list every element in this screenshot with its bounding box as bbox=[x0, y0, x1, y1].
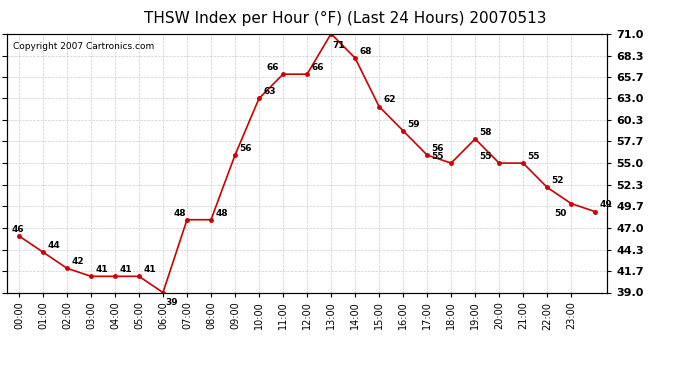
Text: 44: 44 bbox=[47, 241, 60, 250]
Text: 71: 71 bbox=[333, 40, 345, 50]
Text: 58: 58 bbox=[480, 128, 492, 137]
Text: 56: 56 bbox=[239, 144, 252, 153]
Text: Copyright 2007 Cartronics.com: Copyright 2007 Cartronics.com bbox=[13, 42, 154, 51]
Text: 49: 49 bbox=[600, 201, 612, 210]
Text: 42: 42 bbox=[71, 257, 83, 266]
Text: 55: 55 bbox=[527, 152, 540, 161]
Text: 66: 66 bbox=[266, 63, 279, 72]
Text: 48: 48 bbox=[173, 209, 186, 218]
Text: 41: 41 bbox=[143, 265, 156, 274]
Text: 66: 66 bbox=[311, 63, 324, 72]
Text: 62: 62 bbox=[383, 95, 396, 104]
Text: 63: 63 bbox=[263, 87, 276, 96]
Text: THSW Index per Hour (°F) (Last 24 Hours) 20070513: THSW Index per Hour (°F) (Last 24 Hours)… bbox=[144, 11, 546, 26]
Text: 55: 55 bbox=[432, 152, 444, 161]
Text: 50: 50 bbox=[555, 209, 567, 218]
Text: 56: 56 bbox=[431, 144, 444, 153]
Text: 41: 41 bbox=[119, 265, 132, 274]
Text: 55: 55 bbox=[480, 152, 492, 161]
Text: 59: 59 bbox=[407, 120, 420, 129]
Text: 52: 52 bbox=[551, 176, 564, 185]
Text: 68: 68 bbox=[359, 47, 372, 56]
Text: 48: 48 bbox=[215, 209, 228, 218]
Text: 46: 46 bbox=[12, 225, 25, 234]
Text: 39: 39 bbox=[166, 298, 179, 307]
Text: 41: 41 bbox=[95, 265, 108, 274]
